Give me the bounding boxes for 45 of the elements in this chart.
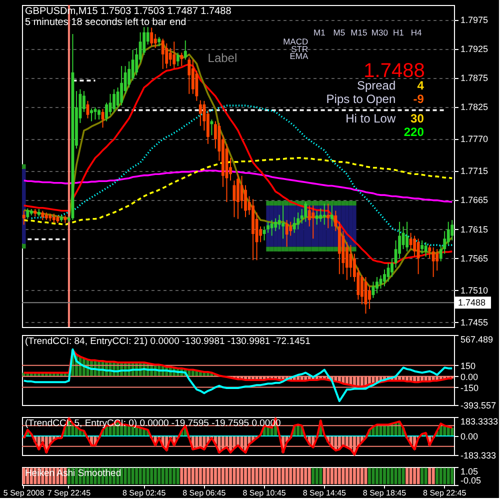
y-tick-label: 1.7925: [460, 44, 488, 54]
category-label: M1: [314, 27, 326, 38]
x-tick-label: 8 Sep 06:45: [182, 488, 226, 498]
y-tick-label: 1.7770: [460, 134, 488, 144]
y-tick-label: 1.7455: [460, 317, 488, 328]
y-tick-label: 1.7825: [460, 102, 488, 112]
annotation: Label: [208, 51, 238, 66]
y-tick-label: 0.00: [460, 432, 478, 442]
y-tick-label: 1.7665: [460, 195, 488, 206]
x-tick-label: 7 Sep 22:45: [47, 488, 92, 498]
y-tick-label: 0.00: [460, 372, 478, 382]
y-tick-label: 567.489: [460, 334, 494, 344]
y-tick-label: 1.7875: [460, 73, 488, 84]
category-label: H1: [393, 27, 404, 38]
y-tick-label: 1.7615: [460, 224, 488, 234]
x-tick-label: 5 Sep 2008: [3, 488, 45, 498]
y-tick-label: 1.05: [460, 466, 478, 476]
annotation: Hi to Low: [346, 111, 396, 126]
y-tick-label: 1.7565: [460, 253, 488, 264]
x-tick-label: 8 Sep 10:45: [242, 488, 286, 498]
chart-title: (TrendCCI: 84, EntryCCI: 21) 0.0000 -130.9981 -130.9981 -72.1451: [25, 336, 310, 347]
category-label: EMA: [290, 51, 308, 62]
y-tick-label: -150: [460, 382, 479, 393]
annotation: 30: [410, 111, 424, 126]
category-label: M15: [350, 27, 368, 38]
category-label: H4: [410, 27, 422, 38]
y-tick-label: -0.05: [460, 476, 482, 486]
x-tick-label: 8 Sep 22:45: [423, 488, 467, 498]
annotation: -9: [413, 92, 424, 106]
x-tick-label: 8 Sep 02:45: [122, 488, 166, 498]
y-tick-label: 1.7510: [460, 285, 488, 296]
y-tick-label: 150: [460, 360, 476, 371]
x-tick-label: 8 Sep 14:45: [302, 488, 347, 498]
x-tick-label: 8 Sep 18:45: [362, 488, 407, 498]
category-label: M5: [333, 27, 346, 38]
text: 5 minutes 18 seconds left to bar end: [25, 17, 186, 28]
y-tick-label: 1.7715: [460, 166, 488, 176]
y-tick-label: 1.7975: [460, 15, 488, 26]
ref-line-label: 1.7488: [458, 298, 486, 308]
y-tick-label: -393.557: [460, 400, 496, 410]
y-tick-label: -183.333: [460, 450, 496, 460]
annotation: 220: [404, 125, 424, 140]
y-tick-label: 183.3333: [460, 416, 498, 426]
annotation: Pips to Open: [326, 92, 396, 106]
category-label: M30: [371, 27, 388, 38]
